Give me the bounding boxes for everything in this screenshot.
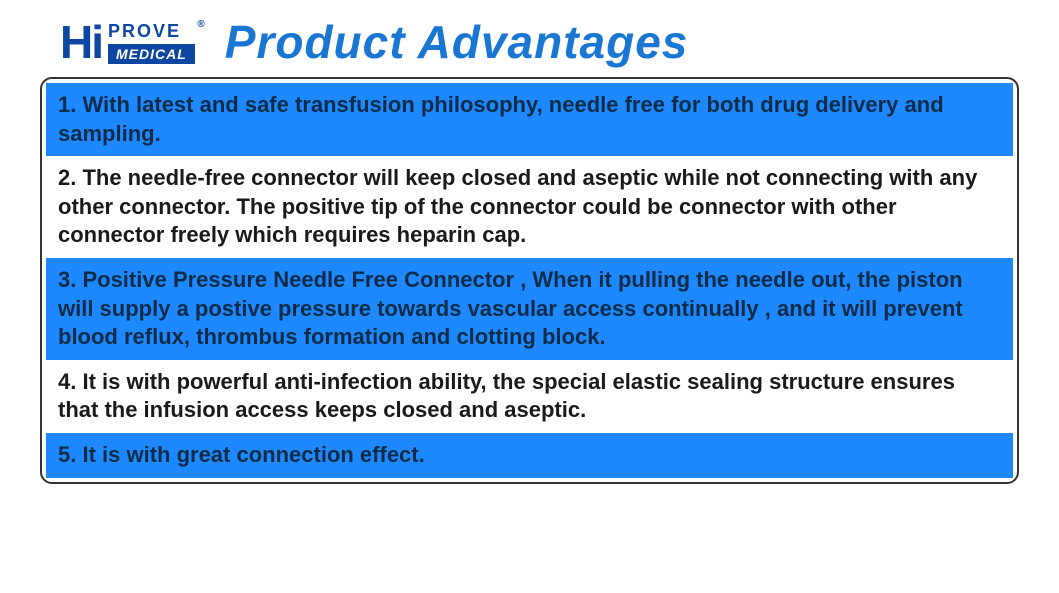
advantage-row: 2. The needle-free connector will keep c… <box>46 156 1013 258</box>
logo-hi-text: Hi <box>60 15 102 69</box>
advantage-row: 5. It is with great connection effect. <box>46 433 1013 478</box>
logo-prove-text: PROVE <box>108 21 195 42</box>
advantages-box: 1. With latest and safe transfusion phil… <box>40 77 1019 484</box>
logo-medical-box: MEDICAL <box>108 44 195 64</box>
logo: Hi PROVE MEDICAL <box>60 15 195 69</box>
page-title: Product Advantages <box>225 15 689 69</box>
logo-right-block: PROVE MEDICAL <box>108 21 195 64</box>
header: Hi PROVE MEDICAL Product Advantages <box>0 0 1059 77</box>
advantage-row: 3. Positive Pressure Needle Free Connect… <box>46 258 1013 360</box>
advantage-row: 1. With latest and safe transfusion phil… <box>46 83 1013 156</box>
advantage-row: 4. It is with powerful anti-infection ab… <box>46 360 1013 433</box>
